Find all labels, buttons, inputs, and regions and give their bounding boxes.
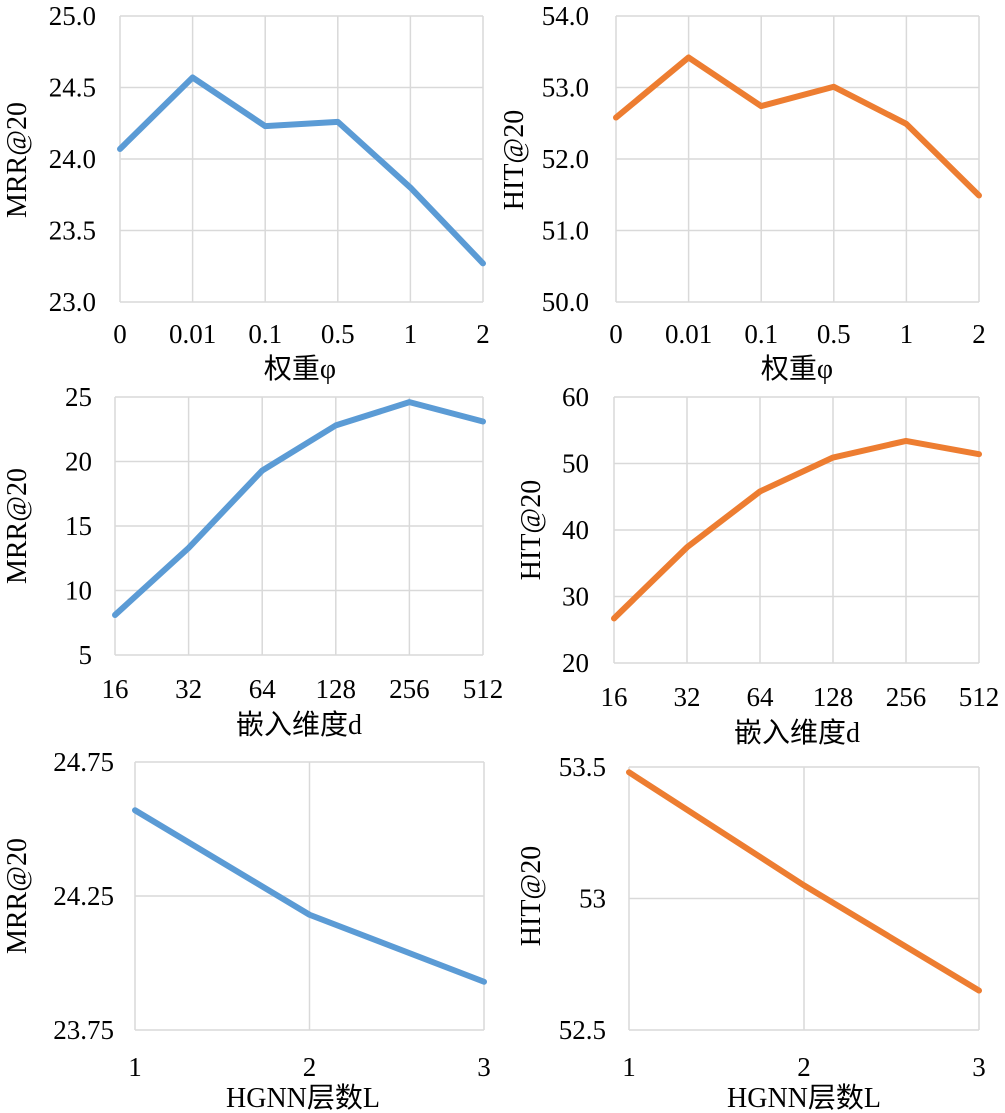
x-axis-label: 嵌入维度d (236, 709, 362, 741)
hit-vs-weight-chart: HIT@20 权重φ 50.0 51.0 52.0 53.0 54.0 0 0.01 0.1 0… (499, 1, 986, 385)
x-tick-label: 32 (674, 682, 701, 712)
hit-vs-dimension-chart: HIT@20 嵌入维度d 20 30 40 50 60 16 32 64 128 256 512 (516, 382, 1000, 749)
y-tick-label: 60 (562, 382, 589, 412)
series-line (117, 74, 486, 267)
y-tick-label: 24.0 (49, 144, 96, 174)
y-tick-label: 52.5 (559, 1015, 606, 1045)
x-tick-label: 1 (404, 319, 418, 349)
y-axis-label: MRR@20 (2, 468, 33, 584)
y-tick-label: 30 (562, 582, 589, 612)
x-tick-label: 128 (813, 682, 854, 712)
mrr-vs-weight-chart: MRR@20 权重φ 23.0 23.5 24.0 24.5 25.0 0 0.01 0.1 0… (2, 1, 490, 385)
x-tick-label: 0 (113, 319, 127, 349)
x-axis-label: HGNN层数L (727, 1082, 881, 1113)
x-tick-label: 64 (249, 674, 277, 704)
x-tick-label: 32 (175, 674, 202, 704)
x-tick-label: 1 (622, 1052, 636, 1082)
gridlines (615, 15, 980, 303)
x-tick-label: 512 (463, 674, 504, 704)
x-tick-label: 2 (476, 319, 490, 349)
x-tick-label: 256 (886, 682, 927, 712)
series-line (626, 769, 982, 994)
y-tick-label: 51.0 (542, 216, 589, 246)
y-tick-label: 15 (65, 511, 92, 541)
y-tick-label: 52.0 (542, 144, 589, 174)
y-axis-label: HIT@20 (499, 110, 530, 210)
series-line (132, 807, 487, 985)
mrr-vs-layers-chart: MRR@20 HGNN层数L 23.75 24.25 24.75 1 2 3 (2, 747, 491, 1113)
x-tick-label: 0.5 (817, 319, 851, 349)
y-tick-label: 53 (579, 884, 606, 914)
y-axis-label: HIT@20 (516, 480, 547, 580)
y-tick-label: 24.75 (53, 747, 114, 777)
y-tick-label: 23.5 (49, 216, 96, 246)
y-tick-label: 40 (562, 515, 589, 545)
y-tick-label: 23.0 (49, 287, 96, 317)
y-axis-label: MRR@20 (2, 838, 33, 954)
x-tick-label: 0.1 (744, 319, 778, 349)
x-tick-label: 0 (609, 319, 623, 349)
y-tick-label: 25 (65, 382, 92, 412)
series-line (611, 437, 982, 622)
y-tick-label: 50 (562, 449, 589, 479)
x-axis-label: 权重φ (761, 353, 833, 385)
x-tick-label: 16 (601, 682, 628, 712)
x-tick-label: 0.5 (321, 319, 355, 349)
mrr-vs-dimension-chart: MRR@20 嵌入维度d 5 10 15 20 25 16 32 64 128 256 512 (2, 382, 503, 741)
x-tick-label: 512 (959, 682, 1000, 712)
x-tick-label: 3 (972, 1052, 986, 1082)
x-tick-label: 1 (128, 1052, 142, 1082)
series-line (112, 399, 486, 619)
x-tick-label: 2 (797, 1052, 811, 1082)
x-tick-label: 0.01 (169, 319, 216, 349)
x-tick-label: 0.01 (665, 319, 712, 349)
y-tick-label: 50.0 (542, 287, 589, 317)
x-tick-label: 128 (316, 674, 357, 704)
x-tick-label: 64 (747, 682, 775, 712)
y-tick-label: 25.0 (49, 1, 96, 31)
x-axis-label: HGNN层数L (226, 1082, 380, 1113)
x-tick-label: 3 (477, 1052, 491, 1082)
series-line (613, 54, 982, 199)
y-axis-label: HIT@20 (516, 846, 547, 946)
y-tick-label: 5 (79, 640, 93, 670)
gridlines (134, 761, 485, 1031)
gridlines (628, 766, 980, 1031)
x-axis-label: 嵌入维度d (734, 717, 860, 749)
x-axis-label: 权重φ (264, 353, 336, 385)
gridlines (119, 15, 484, 303)
x-tick-label: 0.1 (248, 319, 282, 349)
x-tick-label: 256 (389, 674, 430, 704)
y-tick-label: 20 (65, 447, 92, 477)
x-tick-label: 1 (900, 319, 914, 349)
y-tick-label: 24.5 (49, 73, 96, 103)
y-tick-label: 53.5 (559, 752, 606, 782)
y-tick-label: 54.0 (542, 1, 589, 31)
y-tick-label: 10 (65, 576, 92, 606)
x-tick-label: 16 (102, 674, 129, 704)
x-tick-label: 2 (972, 319, 986, 349)
y-tick-label: 24.25 (53, 881, 114, 911)
y-tick-label: 53.0 (542, 73, 589, 103)
y-tick-label: 20 (562, 648, 589, 678)
y-axis-label: MRR@20 (2, 102, 33, 218)
y-tick-label: 23.75 (53, 1015, 114, 1045)
x-tick-label: 2 (303, 1052, 317, 1082)
